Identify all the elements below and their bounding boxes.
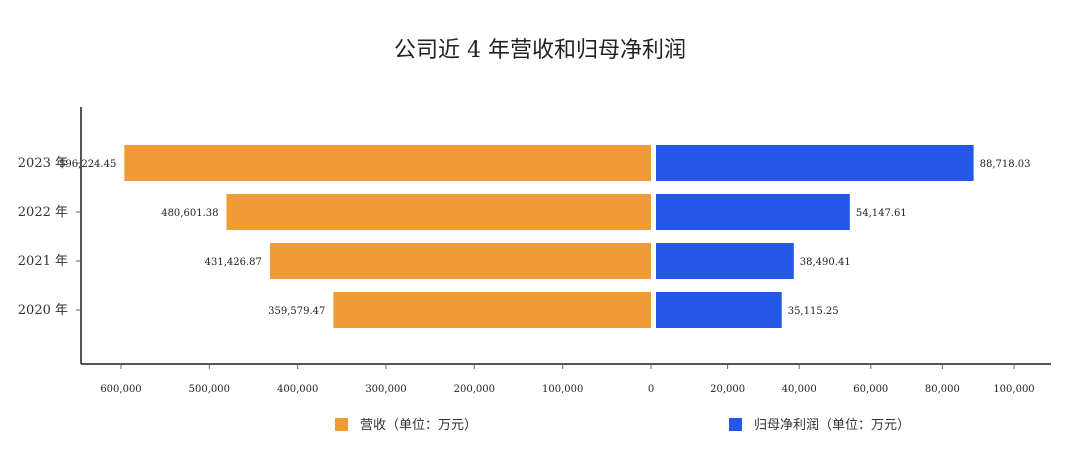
category-label: 2022 年	[18, 205, 68, 220]
profit-data-label: 54,147.61	[856, 208, 907, 219]
revenue-bar	[333, 292, 651, 328]
x-tick-label-profit: 60,000	[853, 384, 888, 395]
legend-label: 归母净利润（单位：万元）	[754, 418, 910, 433]
x-tick-label-revenue: 100,000	[542, 384, 583, 395]
profit-bar	[656, 292, 782, 328]
revenue-bar	[269, 243, 651, 279]
revenue-bar	[226, 194, 651, 230]
legend: 营收（单位：万元） 归母净利润（单位：万元）	[335, 418, 910, 433]
x-tick-label-revenue: 200,000	[454, 384, 495, 395]
x-tick-label-revenue: 0	[648, 384, 654, 395]
revenue-bar	[124, 145, 651, 181]
revenue-data-label: 596,224.45	[59, 159, 116, 170]
x-tick-label-profit: 100,000	[993, 384, 1034, 395]
chart-title: 公司近 4 年营收和归母净利润	[394, 38, 686, 63]
profit-bar	[656, 145, 974, 181]
revenue-data-label: 359,579.47	[268, 306, 325, 317]
x-tick-label-revenue: 600,000	[100, 384, 141, 395]
category-label: 2020 年	[18, 303, 68, 318]
profit-data-label: 35,115.25	[788, 306, 839, 317]
legend-label: 营收（单位：万元）	[360, 418, 477, 433]
category-label: 2021 年	[18, 254, 68, 269]
revenue-data-label: 431,426.87	[205, 257, 262, 268]
profit-bar	[656, 194, 850, 230]
x-tick-label-revenue: 500,000	[189, 384, 230, 395]
legend-swatch	[729, 418, 742, 431]
x-tick-label-revenue: 300,000	[365, 384, 406, 395]
category-label: 2023 年	[18, 156, 68, 171]
legend-swatch	[335, 418, 348, 431]
x-tick-label-profit: 20,000	[710, 384, 745, 395]
x-tick-label-profit: 40,000	[782, 384, 817, 395]
revenue-data-label: 480,601.38	[161, 208, 218, 219]
profit-data-label: 38,490.41	[800, 257, 851, 268]
profit-bar	[656, 243, 794, 279]
x-tick-label-profit: 80,000	[925, 384, 960, 395]
profit-data-label: 88,718.03	[980, 159, 1031, 170]
x-tick-label-revenue: 400,000	[277, 384, 318, 395]
